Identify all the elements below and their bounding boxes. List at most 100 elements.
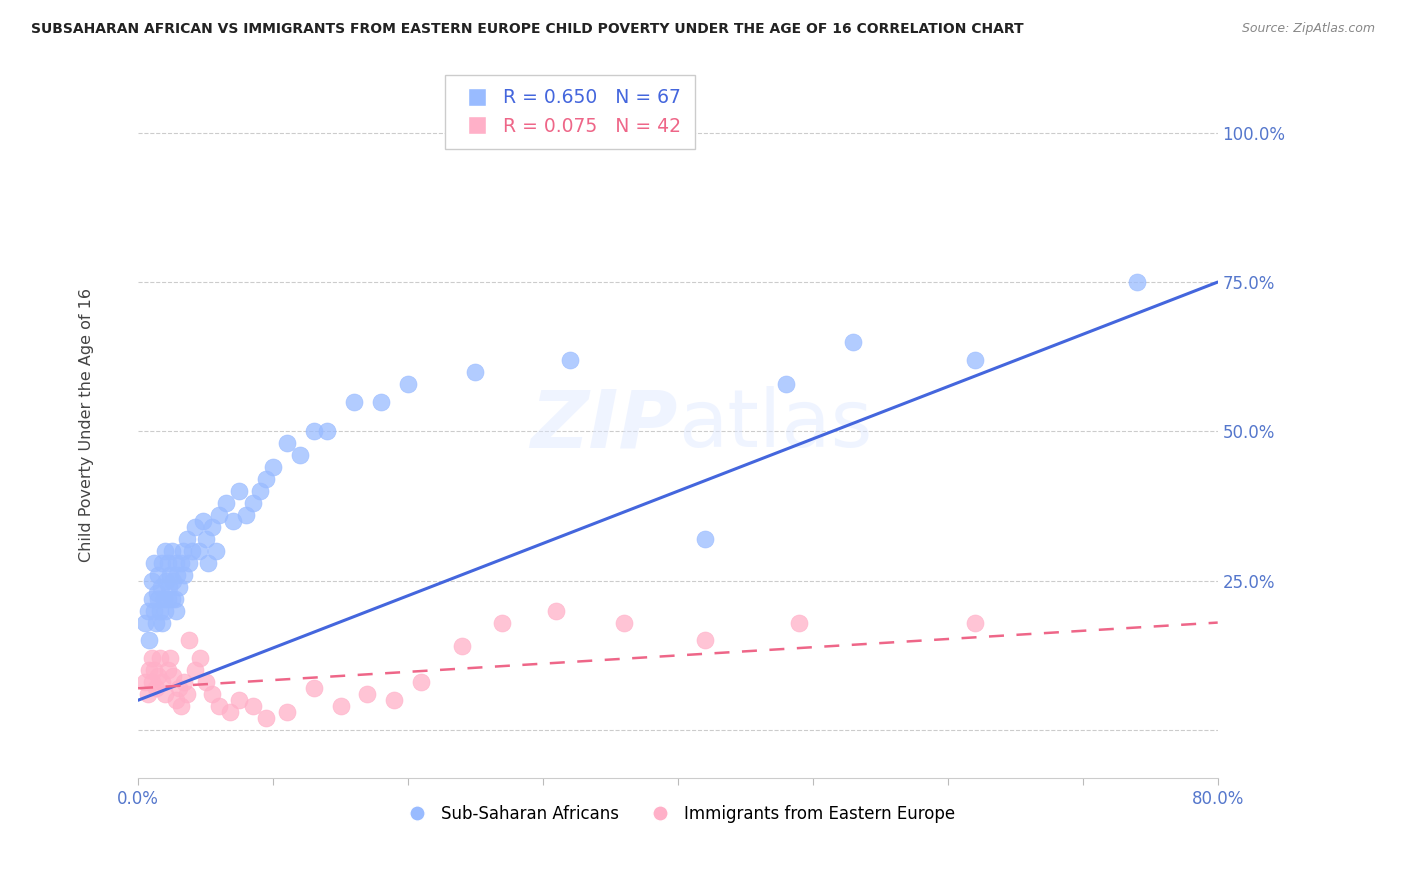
Point [316,425,339,439]
Point [145,615,167,630]
Point [148,567,170,582]
Point [156,591,179,606]
Point [141,651,163,665]
Point [276,436,298,450]
Point [693,532,716,546]
Text: Child Poverty Under the Age of 16: Child Poverty Under the Age of 16 [79,288,94,563]
Point [411,675,433,690]
Point [205,544,228,558]
Point [165,604,187,618]
Point [208,508,231,522]
Point [963,615,986,630]
Point [201,520,224,534]
Text: Source: ZipAtlas.com: Source: ZipAtlas.com [1241,22,1375,36]
Point [254,472,277,486]
Point [343,394,366,409]
Point [136,687,159,701]
Point [143,556,166,570]
Point [789,615,811,630]
Point [181,544,204,558]
Point [150,556,173,570]
Point [215,496,238,510]
Point [141,591,163,606]
Point [329,699,352,714]
Point [149,604,172,618]
Point [396,376,419,391]
Point [201,687,224,701]
Point [134,675,156,690]
Point [170,699,193,714]
Point [150,615,173,630]
Point [157,580,180,594]
Point [145,681,167,696]
Point [173,567,195,582]
Point [184,664,207,678]
Point [194,532,217,546]
Point [1125,275,1147,289]
Point [159,567,181,582]
Point [166,567,188,582]
Point [153,544,176,558]
Point [693,633,716,648]
Point [613,615,636,630]
Point [262,460,284,475]
Point [221,514,243,528]
Point [163,591,186,606]
Point [170,556,193,570]
Point [288,448,311,462]
Point [149,651,172,665]
Legend: Sub-Saharan Africans, Immigrants from Eastern Europe: Sub-Saharan Africans, Immigrants from Ea… [394,798,962,830]
Point [184,520,207,534]
Point [249,484,271,499]
Point [143,664,166,678]
Point [356,687,378,701]
Point [464,365,486,379]
Point [153,604,176,618]
Point [162,574,184,588]
Point [155,574,177,588]
Point [146,585,169,599]
Point [159,651,181,665]
Point [491,615,513,630]
Point [242,496,264,510]
Point [156,664,179,678]
Text: SUBSAHARAN AFRICAN VS IMMIGRANTS FROM EASTERN EUROPE CHILD POVERTY UNDER THE AGE: SUBSAHARAN AFRICAN VS IMMIGRANTS FROM EA… [31,22,1024,37]
Point [451,640,474,654]
Point [228,693,250,707]
Point [141,675,163,690]
Point [276,705,298,719]
Point [228,484,250,499]
Point [197,556,219,570]
Point [165,556,187,570]
Point [153,687,176,701]
Point [558,352,581,367]
Point [302,681,325,696]
Point [176,532,198,546]
Point [179,556,201,570]
Point [173,675,195,690]
Point [136,604,159,618]
Point [160,544,183,558]
Point [134,615,156,630]
Point [138,664,160,678]
Point [160,591,183,606]
Point [148,669,170,683]
Text: ZIP: ZIP [530,386,678,465]
Point [162,669,184,683]
Point [156,556,179,570]
Point [152,591,174,606]
Point [176,687,198,701]
Point [254,711,277,725]
Point [775,376,797,391]
Point [150,580,173,594]
Point [172,544,194,558]
Point [302,425,325,439]
Point [242,699,264,714]
Point [963,352,986,367]
Point [842,334,865,349]
Point [546,604,568,618]
Text: atlas: atlas [678,386,872,465]
Point [141,574,163,588]
Point [188,651,211,665]
Point [148,591,170,606]
